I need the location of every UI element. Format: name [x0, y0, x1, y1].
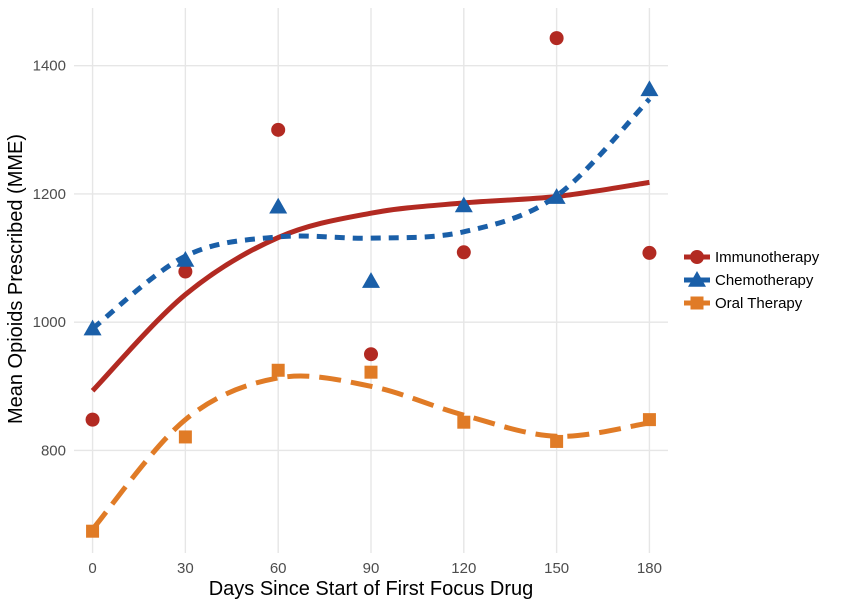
legend: Immunotherapy Chemotherapy Oral Therapy: [684, 249, 820, 312]
x-tick-label: 180: [637, 560, 662, 577]
data-point-immunotherapy: [364, 347, 378, 362]
data-point-immunotherapy: [178, 264, 193, 279]
legend-marker: [690, 250, 704, 264]
legend-key: [684, 250, 710, 264]
x-tick-labels: 0 30 60 90 120 150 180: [88, 560, 662, 577]
data-point-chemotherapy: [362, 272, 380, 288]
legend-label: Immunotherapy: [715, 249, 820, 266]
data-point-immunotherapy: [549, 31, 564, 46]
data-point-oral-therapy: [642, 413, 656, 427]
y-tick-labels: 800 1000 1200 1400: [33, 58, 66, 460]
data-point-chemotherapy: [454, 196, 473, 213]
data-points: [83, 31, 659, 538]
x-tick-label: 90: [363, 560, 380, 577]
x-tick-label: 120: [451, 560, 476, 577]
data-point-oral-therapy: [178, 430, 192, 444]
x-tick-label: 30: [177, 560, 194, 577]
data-point-chemotherapy: [83, 319, 102, 336]
legend-marker: [690, 296, 704, 310]
data-point-immunotherapy: [85, 412, 100, 427]
legend-key: [684, 296, 710, 310]
data-point-chemotherapy: [547, 188, 566, 204]
y-axis-title: Mean Opioids Prescribed (MME): [5, 134, 27, 424]
data-point-chemotherapy: [640, 80, 659, 97]
data-point-chemotherapy: [176, 250, 195, 267]
data-point-oral-therapy: [271, 363, 285, 377]
x-tick-label: 0: [88, 560, 96, 577]
y-tick-label: 1200: [33, 186, 66, 203]
legend-label: Chemotherapy: [715, 272, 814, 289]
x-axis-title: Days Since Start of First Focus Drug: [209, 578, 534, 600]
data-point-immunotherapy: [271, 122, 286, 137]
data-point-immunotherapy: [456, 245, 471, 260]
data-point-oral-therapy: [457, 415, 471, 429]
y-tick-label: 1000: [33, 314, 66, 331]
data-point-oral-therapy: [364, 365, 378, 379]
x-tick-label: 150: [544, 560, 569, 577]
legend-label: Oral Therapy: [715, 295, 803, 312]
y-tick-label: 1400: [33, 58, 66, 75]
data-point-oral-therapy: [86, 524, 100, 538]
data-point-oral-therapy: [550, 434, 564, 448]
legend-key: [684, 271, 710, 287]
data-point-chemotherapy: [269, 197, 288, 214]
x-tick-label: 60: [270, 560, 287, 577]
data-point-immunotherapy: [642, 245, 657, 260]
legend-marker: [688, 271, 706, 287]
y-tick-label: 800: [41, 442, 66, 459]
